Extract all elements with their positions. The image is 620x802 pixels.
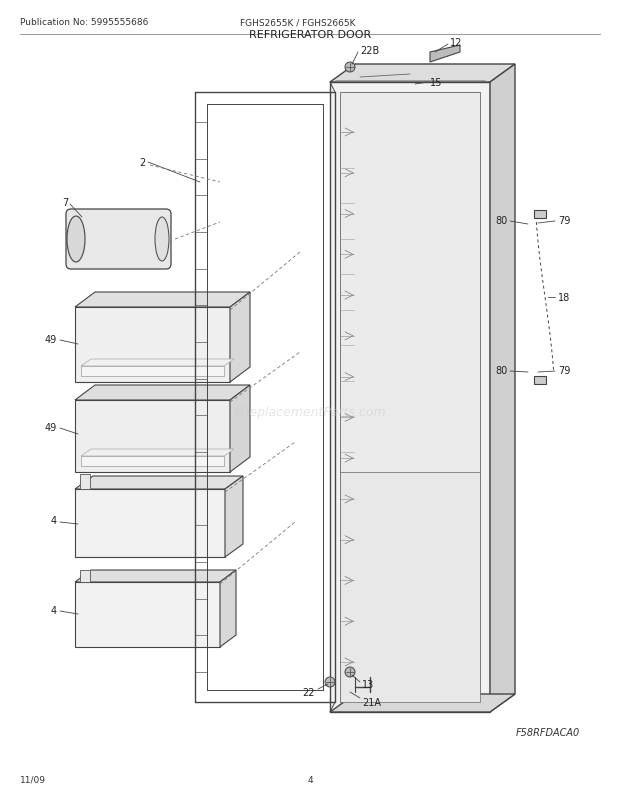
Polygon shape — [75, 476, 243, 489]
Polygon shape — [75, 293, 250, 308]
Text: 79: 79 — [558, 216, 570, 225]
Circle shape — [345, 63, 355, 73]
Text: 7: 7 — [62, 198, 68, 208]
Polygon shape — [81, 456, 224, 467]
Text: 4: 4 — [307, 775, 313, 784]
Text: 80: 80 — [496, 366, 508, 375]
Text: 13: 13 — [362, 679, 374, 689]
Text: 49: 49 — [45, 334, 57, 345]
Text: 2: 2 — [139, 158, 145, 168]
Text: REFRIGERATOR DOOR: REFRIGERATOR DOOR — [249, 30, 371, 40]
Polygon shape — [75, 582, 220, 647]
Polygon shape — [330, 83, 490, 712]
Text: 18: 18 — [558, 293, 570, 302]
Polygon shape — [80, 475, 90, 489]
FancyBboxPatch shape — [66, 210, 171, 269]
Text: 21A: 21A — [362, 697, 381, 707]
Polygon shape — [330, 65, 515, 83]
Polygon shape — [534, 211, 546, 219]
Text: F58RFDACA0: F58RFDACA0 — [516, 727, 580, 737]
Text: 49: 49 — [45, 423, 57, 432]
Polygon shape — [75, 308, 230, 383]
Text: FGHS2655K / FGHS2665K: FGHS2655K / FGHS2665K — [240, 18, 355, 27]
Polygon shape — [80, 570, 90, 582]
Text: 4: 4 — [51, 606, 57, 615]
Text: 79: 79 — [558, 366, 570, 375]
Text: 11/09: 11/09 — [20, 775, 46, 784]
Text: 80: 80 — [496, 216, 508, 225]
Circle shape — [325, 677, 335, 687]
Text: 22B: 22B — [360, 46, 379, 56]
Text: eReplacementParts.com: eReplacementParts.com — [234, 406, 386, 419]
Polygon shape — [81, 367, 224, 376]
Text: 4: 4 — [51, 516, 57, 525]
Polygon shape — [81, 449, 234, 456]
Polygon shape — [75, 400, 230, 472]
Polygon shape — [220, 570, 236, 647]
Polygon shape — [75, 386, 250, 400]
Ellipse shape — [67, 217, 85, 263]
Text: 15: 15 — [430, 78, 443, 88]
Text: 22: 22 — [303, 687, 315, 697]
Polygon shape — [225, 476, 243, 557]
Polygon shape — [340, 93, 480, 702]
Text: 12: 12 — [450, 38, 463, 48]
Polygon shape — [230, 293, 250, 383]
Text: Publication No: 5995555686: Publication No: 5995555686 — [20, 18, 148, 27]
Polygon shape — [340, 472, 480, 702]
Polygon shape — [81, 359, 234, 367]
Polygon shape — [534, 376, 546, 384]
Polygon shape — [230, 386, 250, 472]
Ellipse shape — [155, 217, 169, 261]
Polygon shape — [430, 46, 460, 63]
Polygon shape — [75, 489, 225, 557]
Polygon shape — [75, 570, 236, 582]
Circle shape — [345, 667, 355, 677]
Polygon shape — [490, 65, 515, 712]
Polygon shape — [330, 695, 515, 712]
